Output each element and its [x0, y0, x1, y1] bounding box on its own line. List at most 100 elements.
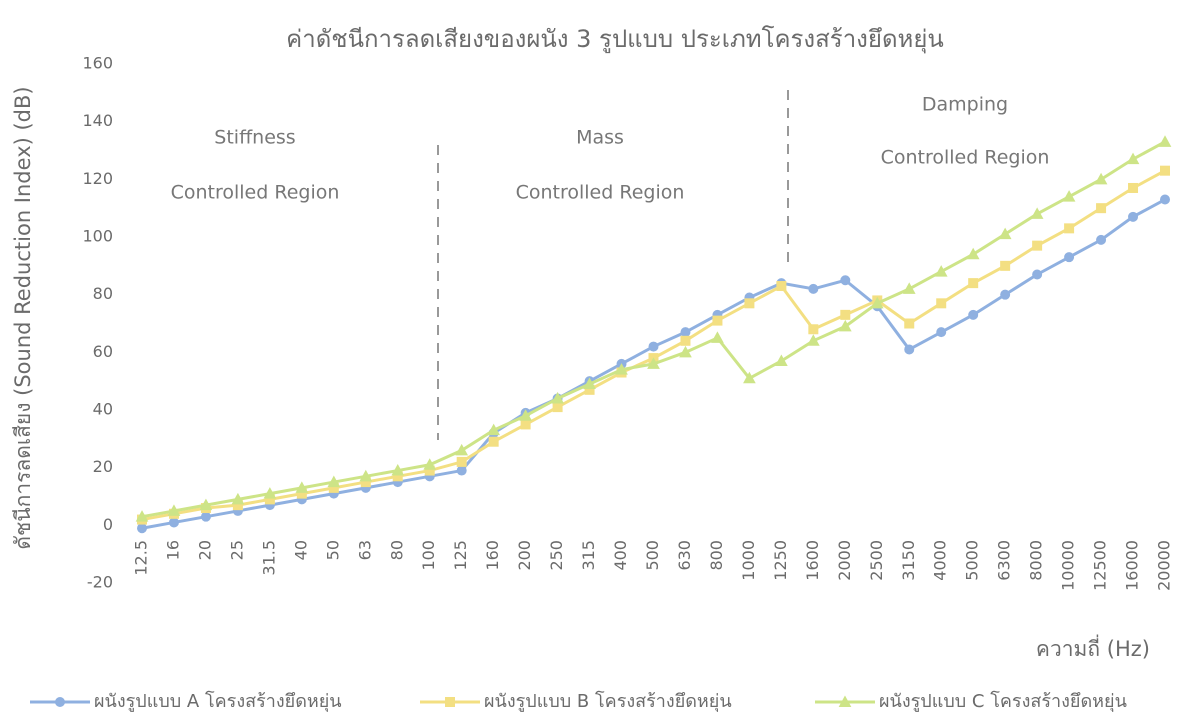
x-tick-label: 500	[643, 540, 662, 571]
x-tick-label: 16000	[1123, 540, 1142, 591]
point	[968, 309, 979, 320]
region-label: Stiffness	[214, 127, 295, 149]
legend-label: ผนังรูปแบบ B โครงสร้างยึดหยุ่น	[484, 690, 732, 712]
point	[680, 335, 691, 346]
point	[680, 327, 691, 338]
point	[1096, 234, 1107, 245]
y-tick-label: 80	[93, 284, 113, 303]
point	[936, 327, 947, 338]
point	[551, 391, 564, 404]
point	[808, 324, 819, 335]
point	[934, 265, 948, 277]
point	[998, 227, 1012, 240]
x-tick-label: 20000	[1155, 540, 1174, 591]
point	[648, 341, 659, 352]
point	[808, 283, 819, 294]
point	[168, 517, 179, 528]
region-label: Mass	[576, 127, 624, 149]
x-tick-label: 8000	[1027, 540, 1046, 581]
point	[679, 345, 692, 358]
point	[1160, 194, 1170, 205]
x-tick-label: 400	[611, 540, 630, 571]
point	[712, 315, 723, 326]
point	[1030, 207, 1044, 219]
point	[840, 309, 851, 320]
point	[55, 697, 65, 707]
x-tick-label: 25	[227, 540, 246, 560]
point	[445, 697, 455, 707]
y-tick-label: -20	[87, 573, 113, 592]
x-tick-label: 2500	[867, 540, 886, 581]
y-tick-label: 40	[93, 400, 113, 419]
point	[199, 498, 213, 511]
y-tick-label: 60	[93, 342, 113, 361]
point	[1160, 165, 1170, 176]
x-tick-label: 63	[355, 540, 374, 560]
x-tick-label: 200	[515, 540, 534, 571]
chart-title: ค่าดัชนีการลดเสียงของผนัง 3 รูปแบบ ประเภ…	[286, 25, 944, 54]
x-tick-label: 20	[195, 540, 214, 560]
x-tick-label: 12.5	[132, 540, 151, 576]
point	[1128, 211, 1139, 222]
x-tick-label: 40	[291, 540, 310, 560]
x-tick-label: 250	[547, 540, 566, 571]
x-tick-label: 12500	[1091, 540, 1110, 591]
point	[838, 695, 852, 707]
point	[488, 436, 499, 447]
point	[167, 504, 181, 516]
point	[968, 278, 979, 289]
point	[936, 298, 947, 309]
y-tick-label: 20	[93, 457, 113, 476]
y-tick-label: 140	[82, 111, 113, 130]
x-tick-label: 80	[387, 540, 406, 560]
point	[902, 282, 916, 294]
legend-item: ผนังรูปแบบ A โครงสร้างยึดหยุ่น	[30, 690, 342, 712]
x-tick-label: 800	[707, 540, 726, 571]
point	[391, 464, 405, 476]
point	[231, 492, 245, 505]
point	[359, 469, 373, 482]
point	[552, 402, 563, 413]
point	[1096, 203, 1107, 214]
point	[487, 423, 501, 436]
point	[135, 510, 149, 522]
point	[1000, 260, 1011, 271]
point	[743, 371, 756, 384]
point	[520, 419, 531, 430]
point	[840, 275, 851, 286]
region-label: Controlled Region	[881, 147, 1050, 169]
point	[1064, 223, 1075, 234]
x-tick-label: 16	[163, 540, 182, 560]
point	[1064, 252, 1075, 263]
x-tick-label: 100	[419, 540, 438, 571]
x-tick-label: 630	[675, 540, 694, 571]
legend-label: ผนังรูปแบบ C โครงสร้างยึดหยุ่น	[879, 690, 1127, 712]
y-axis-label: ดัชนีการลดเสียง (Sound Reduction Index) …	[11, 86, 35, 549]
point	[519, 409, 532, 421]
x-tick-label: 315	[579, 540, 598, 571]
point	[904, 344, 915, 355]
point	[137, 523, 147, 534]
point	[1062, 190, 1076, 202]
point	[1032, 269, 1043, 280]
point	[1032, 240, 1043, 251]
y-tick-label: 160	[82, 54, 113, 73]
y-tick-label: 0	[103, 515, 113, 534]
point	[776, 281, 787, 292]
point	[615, 363, 628, 375]
x-tick-label: 31.5	[259, 540, 278, 576]
point	[263, 487, 277, 499]
legend-label: ผนังรูปแบบ A โครงสร้างยึดหยุ่น	[94, 690, 342, 712]
x-tick-label: 1600	[803, 540, 822, 581]
x-tick-label: 3150	[899, 540, 918, 581]
x-tick-label: 1000	[739, 540, 758, 581]
point	[966, 247, 980, 260]
point	[647, 357, 660, 369]
x-tick-label: 2000	[835, 540, 854, 581]
point	[806, 334, 820, 346]
point	[1126, 152, 1140, 165]
point	[583, 377, 596, 390]
x-tick-label: 6300	[995, 540, 1014, 581]
y-tick-label: 100	[82, 227, 113, 246]
